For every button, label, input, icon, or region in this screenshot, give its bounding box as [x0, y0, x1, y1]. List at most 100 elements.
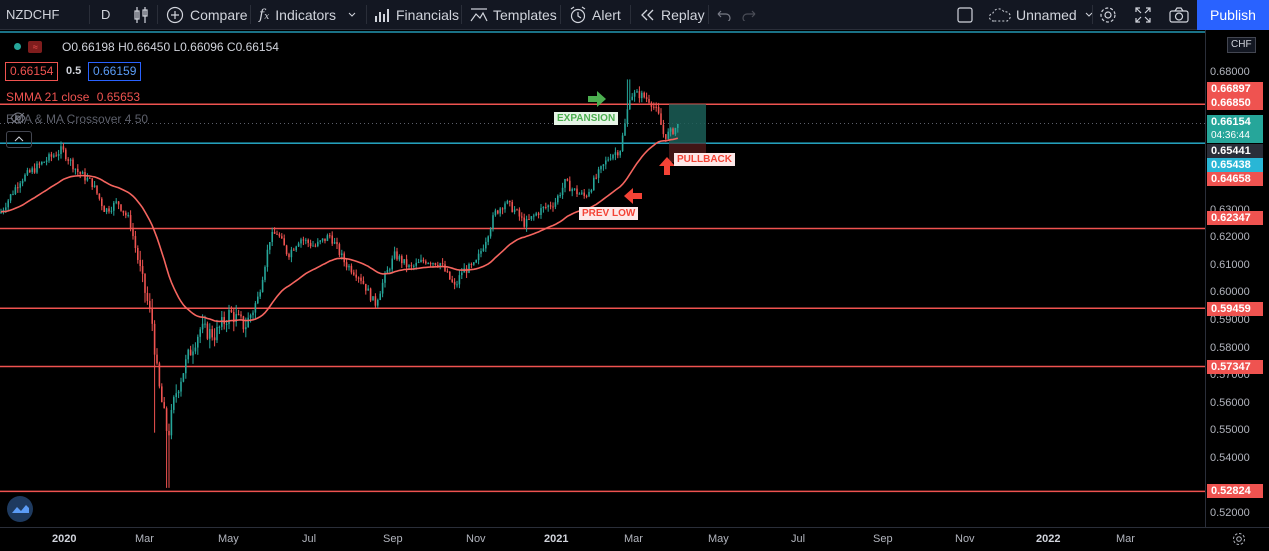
candle[interactable]: [648, 94, 650, 105]
candle[interactable]: [86, 173, 89, 182]
candle[interactable]: [101, 197, 103, 211]
candle[interactable]: [482, 244, 485, 252]
candle[interactable]: [237, 309, 240, 316]
candle[interactable]: [641, 90, 643, 103]
candle[interactable]: [573, 188, 576, 191]
candle[interactable]: [386, 266, 389, 273]
candle[interactable]: [636, 88, 638, 93]
price-badge[interactable]: 0.66154 04:36:44: [1207, 115, 1263, 143]
candle[interactable]: [81, 170, 84, 174]
candle[interactable]: [537, 211, 540, 219]
candle[interactable]: [12, 190, 14, 196]
price-badge[interactable]: 0.57347: [1207, 360, 1263, 374]
candle[interactable]: [511, 199, 513, 213]
interval-button[interactable]: D: [101, 0, 110, 29]
candle[interactable]: [653, 102, 655, 110]
candle[interactable]: [197, 334, 199, 355]
candle[interactable]: [350, 263, 353, 275]
candle[interactable]: [585, 194, 588, 199]
candle[interactable]: [583, 188, 585, 199]
candle[interactable]: [377, 298, 379, 309]
candle[interactable]: [588, 188, 590, 198]
candle[interactable]: [163, 397, 165, 409]
candle[interactable]: [667, 128, 669, 140]
candle[interactable]: [173, 395, 175, 414]
candle[interactable]: [324, 238, 326, 244]
candle[interactable]: [523, 213, 525, 229]
publish-button[interactable]: Publish: [1197, 0, 1269, 30]
candle[interactable]: [261, 276, 264, 293]
redo-button[interactable]: [741, 0, 757, 29]
candle[interactable]: [470, 262, 473, 269]
candle[interactable]: [120, 204, 122, 212]
candle[interactable]: [353, 269, 355, 276]
candle[interactable]: [401, 254, 403, 269]
candle[interactable]: [129, 210, 132, 232]
candle[interactable]: [372, 296, 374, 301]
candle[interactable]: [360, 273, 362, 285]
candle[interactable]: [480, 248, 482, 258]
candle[interactable]: [660, 108, 662, 125]
candle[interactable]: [552, 202, 554, 212]
candle[interactable]: [158, 361, 161, 389]
candle[interactable]: [357, 276, 360, 283]
sell-price-button[interactable]: 0.66154: [5, 62, 59, 81]
candle[interactable]: [533, 213, 535, 221]
candle[interactable]: [266, 244, 269, 272]
candle[interactable]: [381, 279, 384, 298]
candle[interactable]: [329, 232, 331, 239]
candle[interactable]: [393, 246, 396, 260]
candle[interactable]: [62, 142, 65, 153]
tradingview-logo[interactable]: [7, 496, 33, 522]
candle[interactable]: [425, 259, 427, 265]
candle[interactable]: [194, 342, 197, 355]
candle[interactable]: [209, 323, 211, 349]
candle[interactable]: [619, 150, 621, 158]
candle[interactable]: [115, 198, 117, 205]
candle[interactable]: [161, 383, 163, 403]
candle[interactable]: [607, 156, 609, 162]
candle[interactable]: [235, 304, 237, 327]
candle[interactable]: [33, 163, 36, 174]
candle[interactable]: [477, 249, 480, 265]
indicators-button[interactable]: fx Indicators: [259, 0, 356, 29]
candle[interactable]: [617, 149, 619, 159]
candle[interactable]: [331, 231, 333, 246]
price-badge[interactable]: 0.59459: [1207, 302, 1263, 316]
candle[interactable]: [557, 194, 559, 205]
candle[interactable]: [672, 127, 674, 135]
candle[interactable]: [559, 192, 561, 198]
candle[interactable]: [77, 164, 79, 176]
candle[interactable]: [117, 201, 120, 210]
candle[interactable]: [609, 153, 612, 161]
candle[interactable]: [561, 182, 564, 199]
candle[interactable]: [422, 257, 425, 264]
fullscreen-layout-button[interactable]: [957, 0, 973, 29]
candle[interactable]: [65, 147, 67, 162]
candle[interactable]: [21, 178, 24, 187]
candle[interactable]: [509, 200, 511, 207]
symbol-menu-icon[interactable]: ≈: [28, 40, 43, 53]
candle[interactable]: [540, 204, 542, 219]
replay-button[interactable]: Replay: [639, 0, 705, 29]
candle[interactable]: [125, 210, 127, 219]
alert-button[interactable]: Alert: [569, 0, 621, 29]
candle[interactable]: [446, 268, 449, 273]
candle[interactable]: [254, 301, 257, 319]
candle[interactable]: [451, 275, 453, 283]
candle[interactable]: [228, 304, 230, 330]
candle[interactable]: [362, 276, 365, 285]
candle[interactable]: [9, 193, 12, 204]
candle[interactable]: [677, 123, 679, 133]
candle[interactable]: [336, 237, 338, 250]
candle[interactable]: [530, 216, 533, 221]
candlestick-chart[interactable]: [0, 30, 1205, 527]
expansion-annotation[interactable]: EXPANSION: [554, 112, 619, 125]
candle[interactable]: [494, 208, 497, 217]
candle[interactable]: [218, 325, 221, 334]
candle[interactable]: [177, 389, 180, 399]
candle[interactable]: [24, 173, 26, 182]
compare-button[interactable]: Compare: [166, 0, 248, 29]
candle[interactable]: [192, 344, 194, 364]
candle[interactable]: [290, 246, 293, 263]
